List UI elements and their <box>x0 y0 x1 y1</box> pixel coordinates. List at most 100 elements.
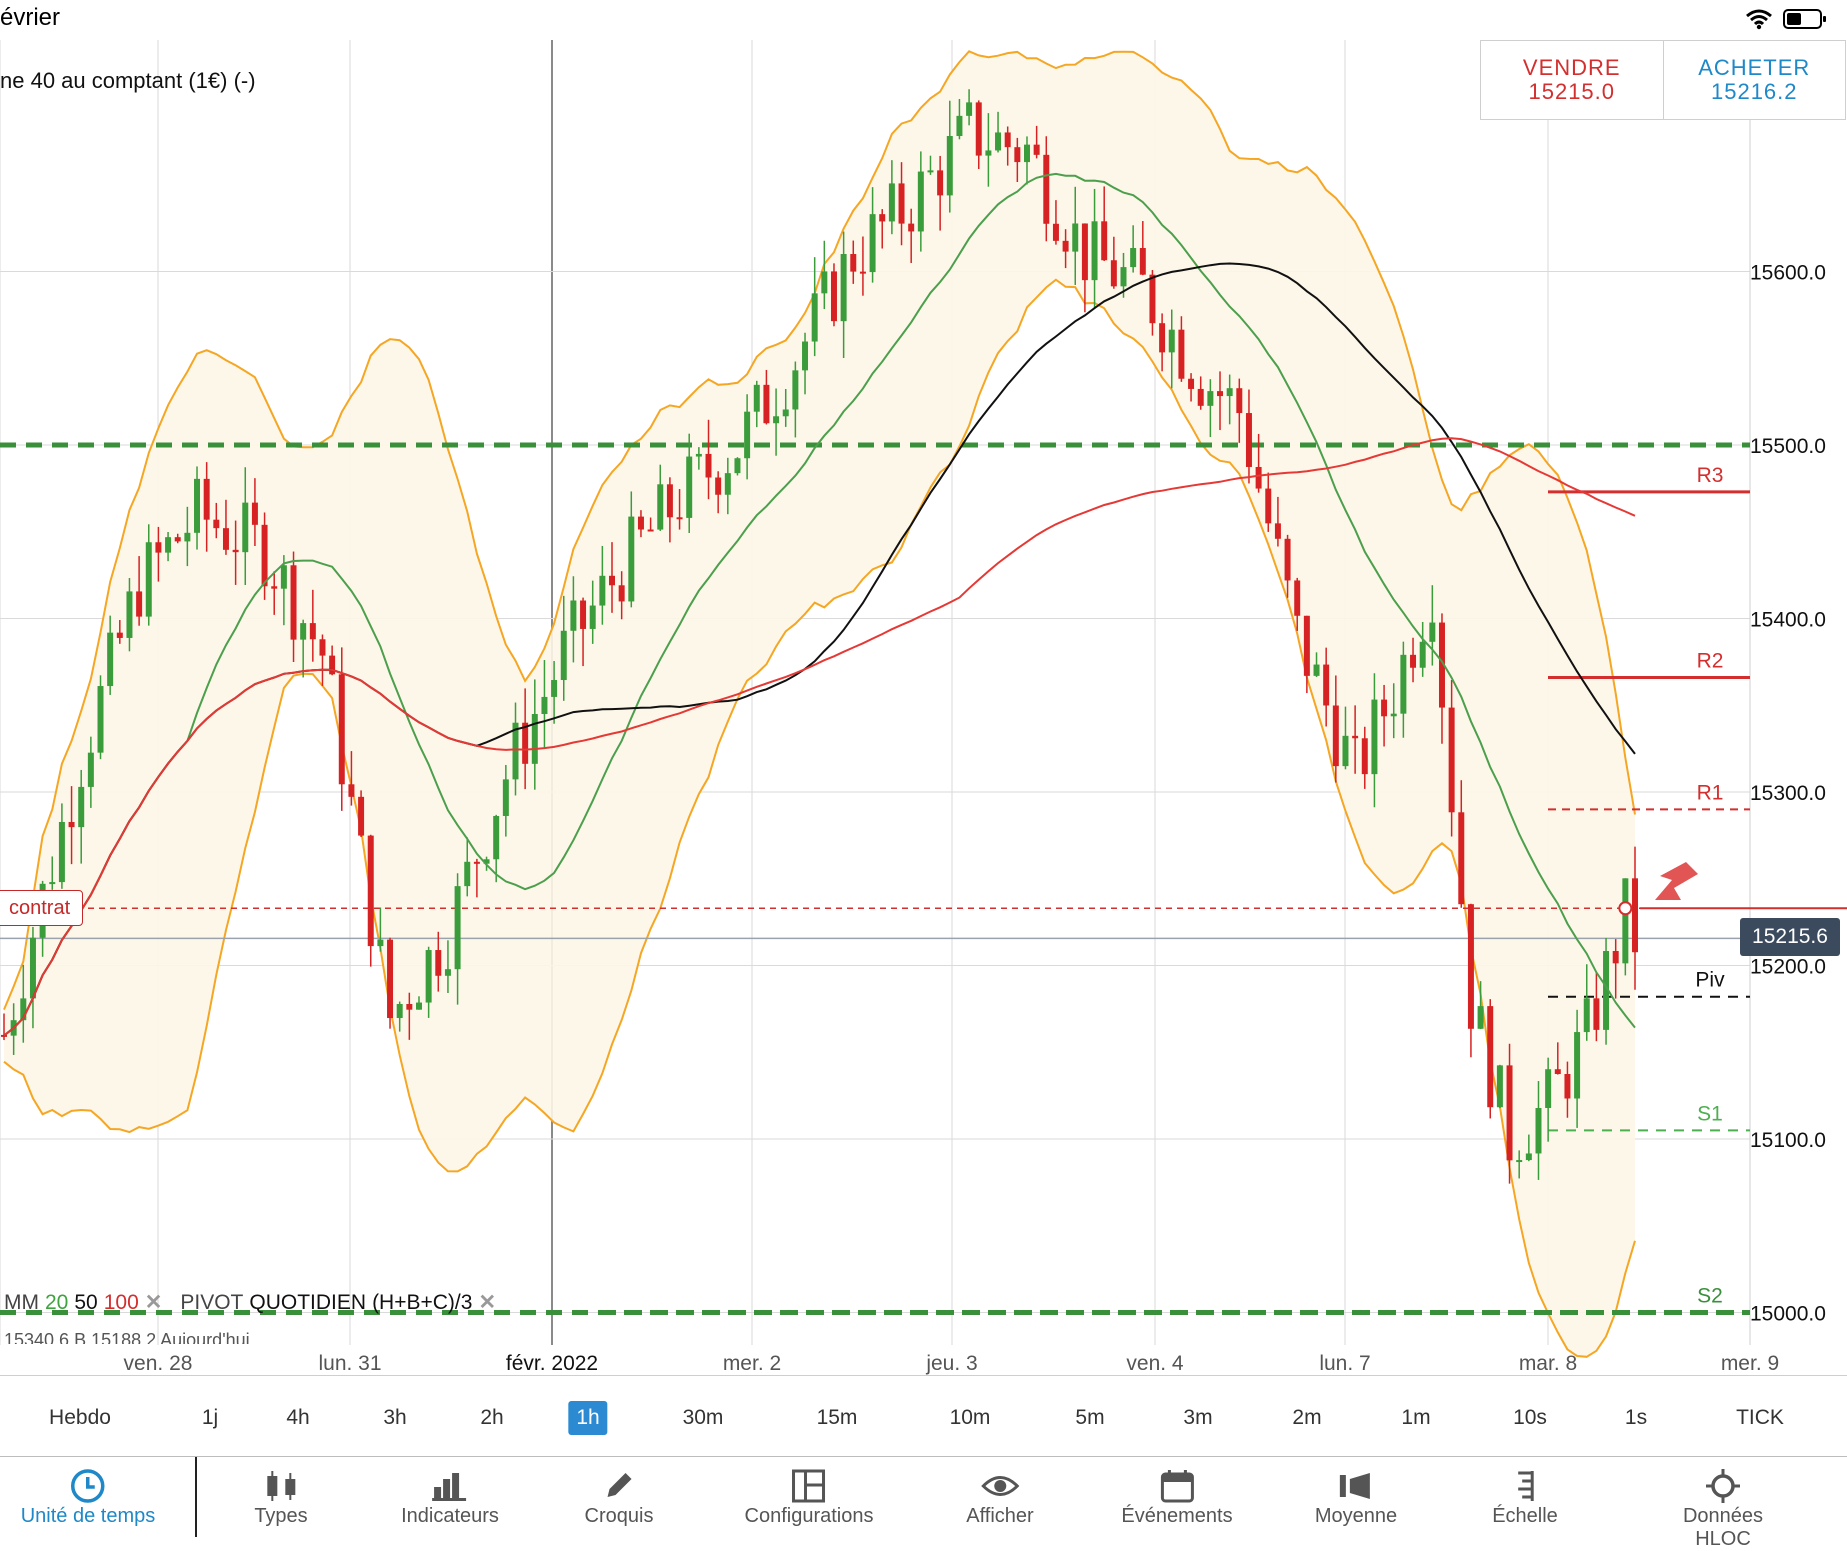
candle-body <box>1139 248 1146 275</box>
timeframe-tick[interactable]: TICK <box>1736 1406 1784 1429</box>
remove-mm-icon[interactable]: ✕ <box>144 1291 163 1314</box>
candle-body <box>1091 221 1098 281</box>
toolbar-scale-button[interactable]: Échelle <box>1492 1467 1558 1528</box>
legend-mm20: 20 <box>45 1290 69 1314</box>
timeframe-30m[interactable]: 30m <box>682 1406 724 1429</box>
toolbar-eye-button[interactable]: Afficher <box>966 1467 1034 1528</box>
timeframe-3m[interactable]: 3m <box>1183 1406 1213 1429</box>
timeframe-2m[interactable]: 2m <box>1292 1406 1322 1429</box>
candle-body <box>1400 654 1407 714</box>
candle-body <box>908 223 915 232</box>
toolbar-label: Échelle <box>1492 1505 1558 1527</box>
candle-body <box>1352 735 1359 739</box>
candle-body <box>377 939 384 947</box>
time-axis-label: mer. 2 <box>723 1352 781 1375</box>
candle-body <box>415 1002 422 1010</box>
candle-body <box>87 752 94 787</box>
timeframe-5m[interactable]: 5m <box>1075 1406 1105 1429</box>
price-chart[interactable]: 15600.0 15500.0 15400.0 15300.0 15200.0 15100… <box>0 0 1847 1375</box>
bottom-toolbar: Unité de temps Types Indicateurs Croquis Con… <box>0 1456 1847 1550</box>
timeframe-2h[interactable]: 2h <box>480 1406 504 1429</box>
timeframe-10m[interactable]: 10m <box>949 1406 991 1429</box>
candle-body <box>1245 413 1252 467</box>
timeframe-4h[interactable]: 4h <box>286 1406 310 1429</box>
candle-body <box>1110 260 1117 287</box>
candle-body <box>1255 466 1262 489</box>
chart-canvas[interactable]: 15600.0 15500.0 15400.0 15300.0 15200.0 15100… <box>0 0 1847 1375</box>
candle-body <box>1004 132 1011 148</box>
timeframe-10s[interactable]: 10s <box>1513 1406 1547 1429</box>
eye-icon <box>966 1467 1033 1505</box>
candle-body <box>1197 388 1204 406</box>
candle-body <box>68 821 75 828</box>
candle-body <box>705 453 712 478</box>
candle-body <box>1458 812 1465 905</box>
toolbar-pencil-button[interactable]: Croquis <box>585 1467 653 1528</box>
candle-body <box>734 458 741 474</box>
price-axis-label: 15100.0 <box>1750 1129 1826 1152</box>
candle-body <box>1381 699 1388 717</box>
candle-body <box>666 484 673 518</box>
sell-button[interactable]: VENDRE 15215.0 <box>1481 41 1663 119</box>
alert-arrow-icon <box>1655 862 1698 900</box>
candle-body <box>1188 378 1195 389</box>
current-price-badge: 15215.6 <box>1740 918 1840 956</box>
timeframe-hebdo[interactable]: Hebdo <box>49 1406 111 1429</box>
candle-body <box>840 254 847 322</box>
contract-order-label[interactable]: contrat <box>0 890 84 926</box>
candle-body <box>1265 488 1272 524</box>
candle-body <box>744 411 751 459</box>
layout-icon <box>745 1467 874 1505</box>
candle-body <box>155 542 162 553</box>
candle-body <box>358 796 365 836</box>
candle-body <box>560 630 567 681</box>
candle-body <box>1052 223 1059 241</box>
candle-body <box>184 532 191 542</box>
timeframe-1h[interactable]: 1h <box>568 1401 608 1435</box>
candle-body <box>367 835 374 947</box>
candle-body <box>174 537 181 542</box>
remove-pivot-icon[interactable]: ✕ <box>478 1291 497 1314</box>
candle-body <box>396 1004 403 1019</box>
candle-body <box>695 453 702 457</box>
scale-icon <box>1492 1467 1558 1505</box>
candle-body <box>473 861 480 864</box>
candle-body <box>888 183 895 222</box>
candle-body <box>599 575 606 606</box>
candle-body <box>213 519 220 529</box>
time-axis-label: ven. 28 <box>124 1352 193 1375</box>
toolbar-calendar-button[interactable]: Événements <box>1121 1467 1233 1528</box>
legend-pivot-label: PIVOT <box>180 1290 244 1314</box>
candle-body <box>136 591 143 617</box>
pivot-label-r3: R3 <box>1697 464 1724 487</box>
toolbar-crosshair-button[interactable]: Données HLOC <box>1661 1467 1785 1551</box>
timeframe-1s[interactable]: 1s <box>1624 1406 1648 1429</box>
candle-body <box>1390 713 1397 717</box>
candle-body <box>1159 323 1166 353</box>
buy-button[interactable]: ACHETER 15216.2 <box>1662 41 1846 119</box>
toolbar-layout-button[interactable]: Configurations <box>744 1467 874 1528</box>
legend-hlc-readout: 15340.6 B 15188.2 Aujourd'hui <box>4 1330 250 1344</box>
timeframe-1m[interactable]: 1m <box>1401 1406 1431 1429</box>
candle-body <box>493 815 500 860</box>
toolbar-bars-button[interactable]: Indicateurs <box>401 1467 499 1528</box>
status-title: évrier <box>0 4 61 31</box>
bollinger-lower-line <box>3 278 1636 1358</box>
toolbar-label: Types <box>254 1505 308 1527</box>
toolbar-candles-button[interactable]: Types <box>254 1467 308 1528</box>
timeframe-1j[interactable]: 1j <box>201 1406 219 1429</box>
timeframe-3h[interactable]: 3h <box>383 1406 407 1429</box>
calendar-icon <box>1121 1467 1232 1505</box>
candle-body <box>1120 267 1127 287</box>
toolbar-clock-button[interactable]: Unité de temps <box>21 1467 156 1528</box>
timeframe-15m[interactable]: 15m <box>816 1406 858 1429</box>
candle-body <box>1361 738 1368 775</box>
toolbar-average-button[interactable]: Moyenne <box>1315 1467 1397 1528</box>
candle-body <box>1236 388 1243 414</box>
candle-body <box>647 529 654 532</box>
toolbar-label: Configurations <box>744 1505 874 1527</box>
candle-body <box>551 680 558 697</box>
candle-body <box>1535 1107 1542 1154</box>
clock-icon <box>21 1467 156 1505</box>
candle-body <box>1043 154 1050 224</box>
